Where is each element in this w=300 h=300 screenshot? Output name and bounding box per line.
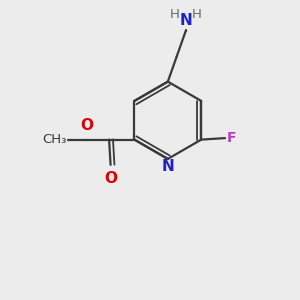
Text: H: H [169, 8, 179, 21]
Text: F: F [226, 131, 236, 145]
Text: O: O [104, 171, 117, 186]
Text: CH₃: CH₃ [43, 133, 67, 146]
Text: N: N [179, 13, 192, 28]
Text: O: O [80, 118, 93, 133]
Text: H: H [192, 8, 202, 21]
Text: N: N [161, 159, 174, 174]
